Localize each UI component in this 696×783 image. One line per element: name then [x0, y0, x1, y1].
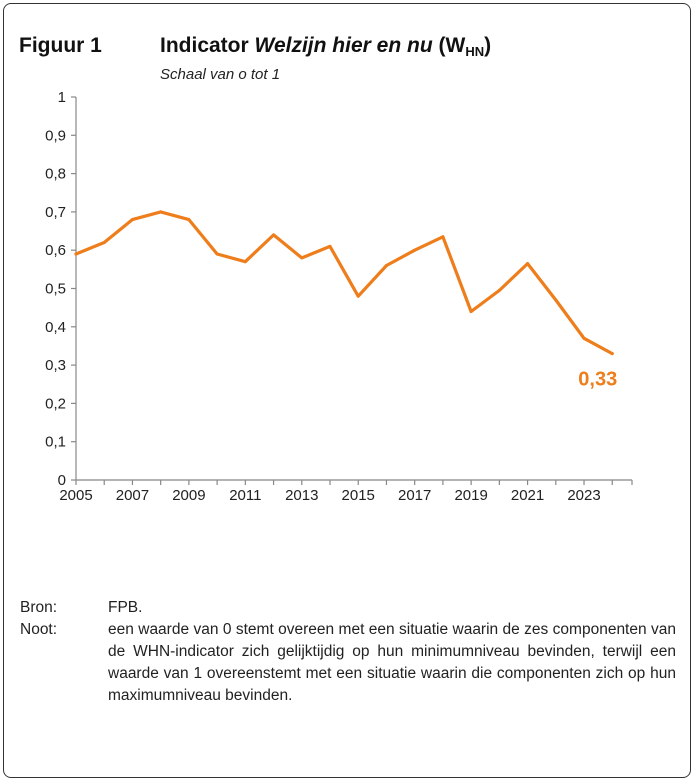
title-subscript: HN — [465, 44, 485, 59]
x-tick-label: 2017 — [398, 487, 431, 504]
y-tick-label: 0,1 — [45, 434, 66, 451]
y-tick-label: 0,7 — [45, 204, 66, 221]
data-point — [130, 218, 134, 222]
x-tick-label: 2021 — [511, 487, 544, 504]
series-line — [74, 210, 614, 356]
data-point — [215, 252, 219, 256]
data-point — [497, 288, 501, 292]
data-point — [469, 309, 473, 313]
note-row: Noot: een waarde van 0 stemt overeen met… — [20, 619, 676, 707]
figure-subtitle: Schaal van o tot 1 — [160, 66, 281, 83]
data-point — [582, 336, 586, 340]
y-tick-label: 0,2 — [45, 395, 66, 412]
data-point — [610, 352, 614, 356]
x-tick-label: 2023 — [567, 487, 600, 504]
data-point — [74, 252, 78, 256]
data-point — [102, 241, 106, 245]
y-tick-label: 1 — [58, 89, 66, 106]
source-text: FPB. — [108, 599, 143, 616]
x-tick-label: 2007 — [116, 487, 149, 504]
data-point — [356, 294, 360, 298]
line-chart: 0 0,1 0,2 0,3 0,4 0,5 0,6 0,7 0,8 0,9 1 2005 2007 200… — [45, 89, 633, 504]
y-tick-label: 0,5 — [45, 281, 66, 298]
figure-notes: Bron: FPB. Noot: een waarde van 0 stemt … — [20, 597, 676, 707]
data-point — [300, 256, 304, 260]
data-point — [328, 244, 332, 248]
data-point — [384, 264, 388, 268]
data-point — [413, 248, 417, 252]
figure-frame — [3, 3, 691, 778]
source-row: Bron: FPB. — [20, 597, 676, 619]
note-label: Noot: — [20, 621, 58, 638]
figure-number: Figuur 1 — [19, 34, 102, 57]
data-point — [159, 210, 163, 214]
title-suffix-open: (W — [432, 34, 466, 57]
data-point — [272, 233, 276, 237]
y-tick-label: 0 — [58, 472, 66, 489]
last-value-label: 0,33 — [578, 369, 617, 391]
figure-title: Indicator Welzijn hier en nu (WHN) — [160, 34, 491, 59]
x-tick-label: 2019 — [454, 487, 487, 504]
data-point — [441, 235, 445, 239]
x-tick-label: 2011 — [229, 487, 261, 504]
y-tick-label: 0,6 — [45, 242, 66, 259]
y-tick-label: 0,8 — [45, 166, 66, 183]
data-point — [187, 218, 191, 222]
source-label: Bron: — [20, 599, 58, 616]
title-suffix-close: ) — [484, 34, 492, 57]
x-tick-label: 2013 — [285, 487, 318, 504]
x-tick-label: 2015 — [342, 487, 375, 504]
data-point — [243, 260, 247, 264]
x-tick-label: 2009 — [172, 487, 205, 504]
x-tick-label: 2005 — [59, 487, 92, 504]
data-point — [554, 298, 558, 302]
data-point — [526, 262, 530, 266]
note-text: een waarde van 0 stemt overeen met een s… — [108, 621, 676, 704]
title-prefix: Indicator — [160, 34, 255, 57]
y-tick-label: 0,4 — [45, 319, 66, 336]
y-tick-label: 0,3 — [45, 357, 66, 374]
title-italic: Welzijn hier en nu — [254, 34, 433, 57]
y-tick-label: 0,9 — [45, 127, 66, 144]
